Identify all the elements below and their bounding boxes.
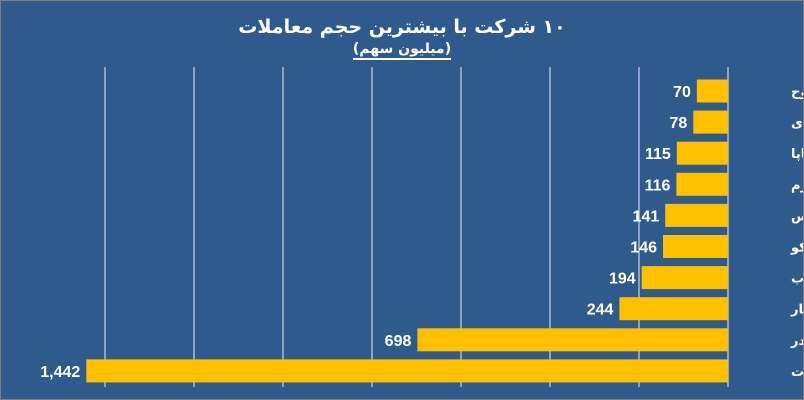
category-label: ذوب bbox=[791, 272, 803, 287]
category-label: تپکو bbox=[790, 241, 803, 256]
bar-value-label: 70 bbox=[673, 84, 691, 101]
chart-subtitle: (میلیون سهم) bbox=[352, 41, 452, 60]
bar bbox=[693, 110, 728, 134]
chart-title-block: ۱۰ شرکت با بیشترین حجم معاملات (میلیون س… bbox=[1, 16, 803, 60]
category-label: وپاسار bbox=[790, 303, 803, 318]
bar bbox=[663, 235, 728, 258]
bar-value-label: 116 bbox=[645, 177, 671, 194]
bar bbox=[696, 79, 728, 103]
bar bbox=[676, 141, 728, 165]
category-label: ونیروح bbox=[791, 85, 803, 100]
bar bbox=[641, 266, 728, 290]
bar bbox=[676, 172, 728, 196]
category-label: خساپا bbox=[791, 147, 803, 162]
bar-value-label: 78 bbox=[669, 115, 687, 132]
bar-value-label: 194 bbox=[609, 271, 636, 288]
bar-value-label: 115 bbox=[645, 146, 671, 163]
bar bbox=[665, 203, 728, 227]
bar-value-label: 244 bbox=[587, 302, 614, 319]
bar-value-label: 141 bbox=[633, 208, 660, 225]
category-label: دی bbox=[791, 116, 803, 131]
bar-value-label: 146 bbox=[630, 240, 657, 257]
bar bbox=[417, 328, 728, 352]
bar-value-label: 698 bbox=[385, 333, 412, 350]
category-label: وتجارت bbox=[791, 365, 803, 380]
bar bbox=[86, 359, 728, 383]
category-label: خپارس bbox=[791, 209, 803, 224]
chart-title: ۱۰ شرکت با بیشترین حجم معاملات bbox=[238, 16, 566, 38]
bar bbox=[619, 297, 728, 321]
category-label: وبصادر bbox=[790, 334, 803, 349]
bar-value-label: 1,442 bbox=[40, 364, 80, 381]
category-label: وخارزم bbox=[791, 178, 803, 193]
